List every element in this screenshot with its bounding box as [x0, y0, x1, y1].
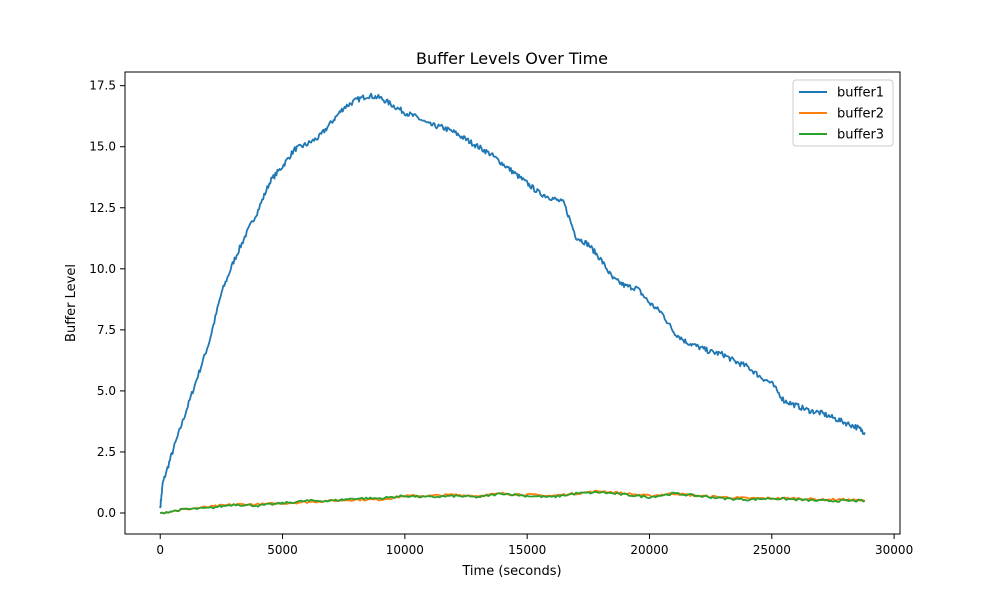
y-axis: 0.0 2.5 5.0 7.5 10.0 12.5 15.0 17.5	[89, 79, 125, 520]
y-tick-label: 0.0	[97, 506, 116, 520]
x-tick-label: 5000	[267, 543, 298, 557]
y-tick-label: 7.5	[97, 323, 116, 337]
legend-label-buffer3: buffer3	[837, 128, 884, 143]
y-tick-label: 15.0	[89, 140, 116, 154]
y-axis-label: Buffer Level	[64, 264, 79, 342]
legend-box	[792, 79, 894, 147]
x-tick-label: 30000	[875, 543, 913, 557]
x-tick-label: 25000	[753, 543, 791, 557]
x-axis: 0 5000 10000 15000 20000 25000 30000	[156, 534, 913, 557]
series-line-buffer2	[160, 489, 866, 515]
legend: buffer1 buffer2 buffer3	[792, 79, 894, 147]
series-line-buffer3	[160, 490, 866, 515]
y-tick-label: 17.5	[89, 79, 116, 93]
y-tick-label: 2.5	[97, 445, 116, 459]
x-tick-label: 0	[156, 543, 164, 557]
plot-area	[124, 71, 901, 535]
x-axis-label: Time (seconds)	[461, 564, 561, 579]
y-tick-label: 10.0	[89, 262, 116, 276]
y-tick-label: 12.5	[89, 201, 116, 215]
x-tick-label: 20000	[630, 543, 668, 557]
x-tick-label: 10000	[386, 543, 424, 557]
legend-label-buffer2: buffer2	[837, 107, 884, 122]
legend-label-buffer1: buffer1	[837, 86, 884, 101]
chart-title: Buffer Levels Over Time	[416, 49, 608, 68]
y-tick-label: 5.0	[97, 384, 116, 398]
series-line-buffer1	[159, 92, 866, 509]
axes-frame	[124, 71, 901, 535]
x-tick-label: 15000	[508, 543, 546, 557]
